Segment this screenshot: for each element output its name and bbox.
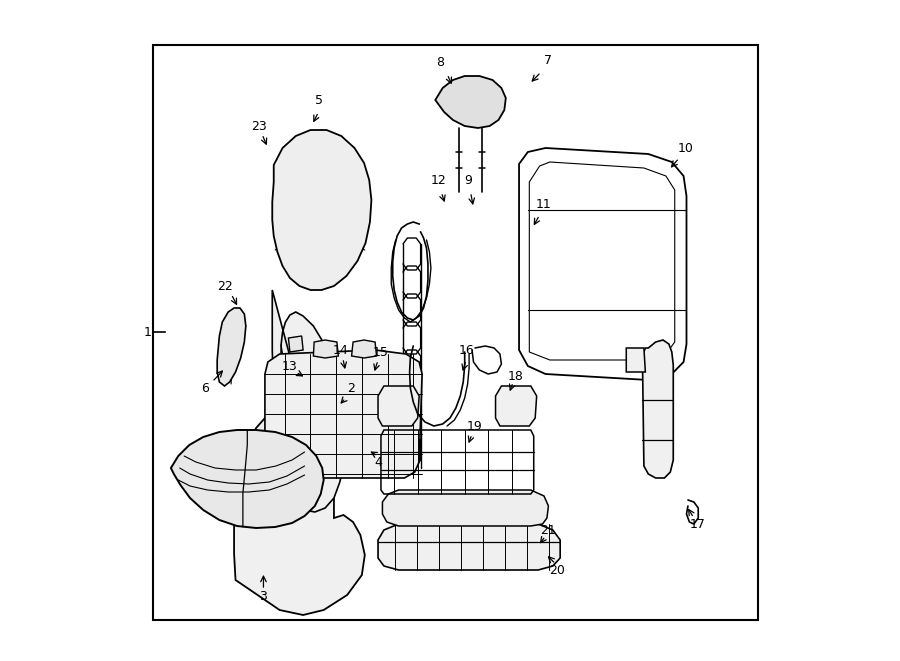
Polygon shape — [626, 348, 645, 372]
Text: 20: 20 — [549, 563, 565, 576]
Text: 9: 9 — [464, 175, 473, 188]
Polygon shape — [378, 386, 419, 426]
Polygon shape — [217, 308, 246, 386]
Polygon shape — [382, 490, 548, 526]
Text: 15: 15 — [373, 346, 388, 360]
Bar — [153, 45, 759, 620]
Text: 21: 21 — [541, 524, 556, 537]
Text: 7: 7 — [544, 54, 552, 67]
Polygon shape — [265, 350, 422, 478]
Text: 18: 18 — [508, 369, 524, 383]
Polygon shape — [643, 340, 673, 478]
Text: 17: 17 — [689, 518, 706, 531]
Text: 6: 6 — [201, 381, 209, 395]
Polygon shape — [313, 340, 338, 358]
Polygon shape — [234, 410, 364, 615]
Polygon shape — [496, 386, 536, 426]
Polygon shape — [436, 76, 506, 128]
Text: 2: 2 — [346, 381, 355, 395]
Text: 3: 3 — [259, 590, 267, 602]
Text: 23: 23 — [251, 120, 267, 132]
Polygon shape — [171, 430, 324, 528]
Text: 12: 12 — [431, 175, 447, 188]
Text: 5: 5 — [314, 93, 322, 106]
Text: 13: 13 — [282, 360, 297, 373]
Text: 14: 14 — [333, 344, 348, 356]
Text: 19: 19 — [466, 420, 482, 434]
Polygon shape — [273, 130, 372, 290]
Text: 16: 16 — [458, 344, 474, 358]
Text: 11: 11 — [536, 198, 552, 210]
Polygon shape — [273, 290, 346, 512]
Text: 8: 8 — [436, 56, 445, 69]
Polygon shape — [352, 340, 376, 358]
Polygon shape — [288, 336, 303, 352]
Text: 1: 1 — [143, 325, 151, 338]
Text: 4: 4 — [374, 455, 382, 469]
Polygon shape — [378, 524, 560, 570]
Text: 10: 10 — [678, 143, 694, 155]
Text: 22: 22 — [218, 280, 233, 293]
